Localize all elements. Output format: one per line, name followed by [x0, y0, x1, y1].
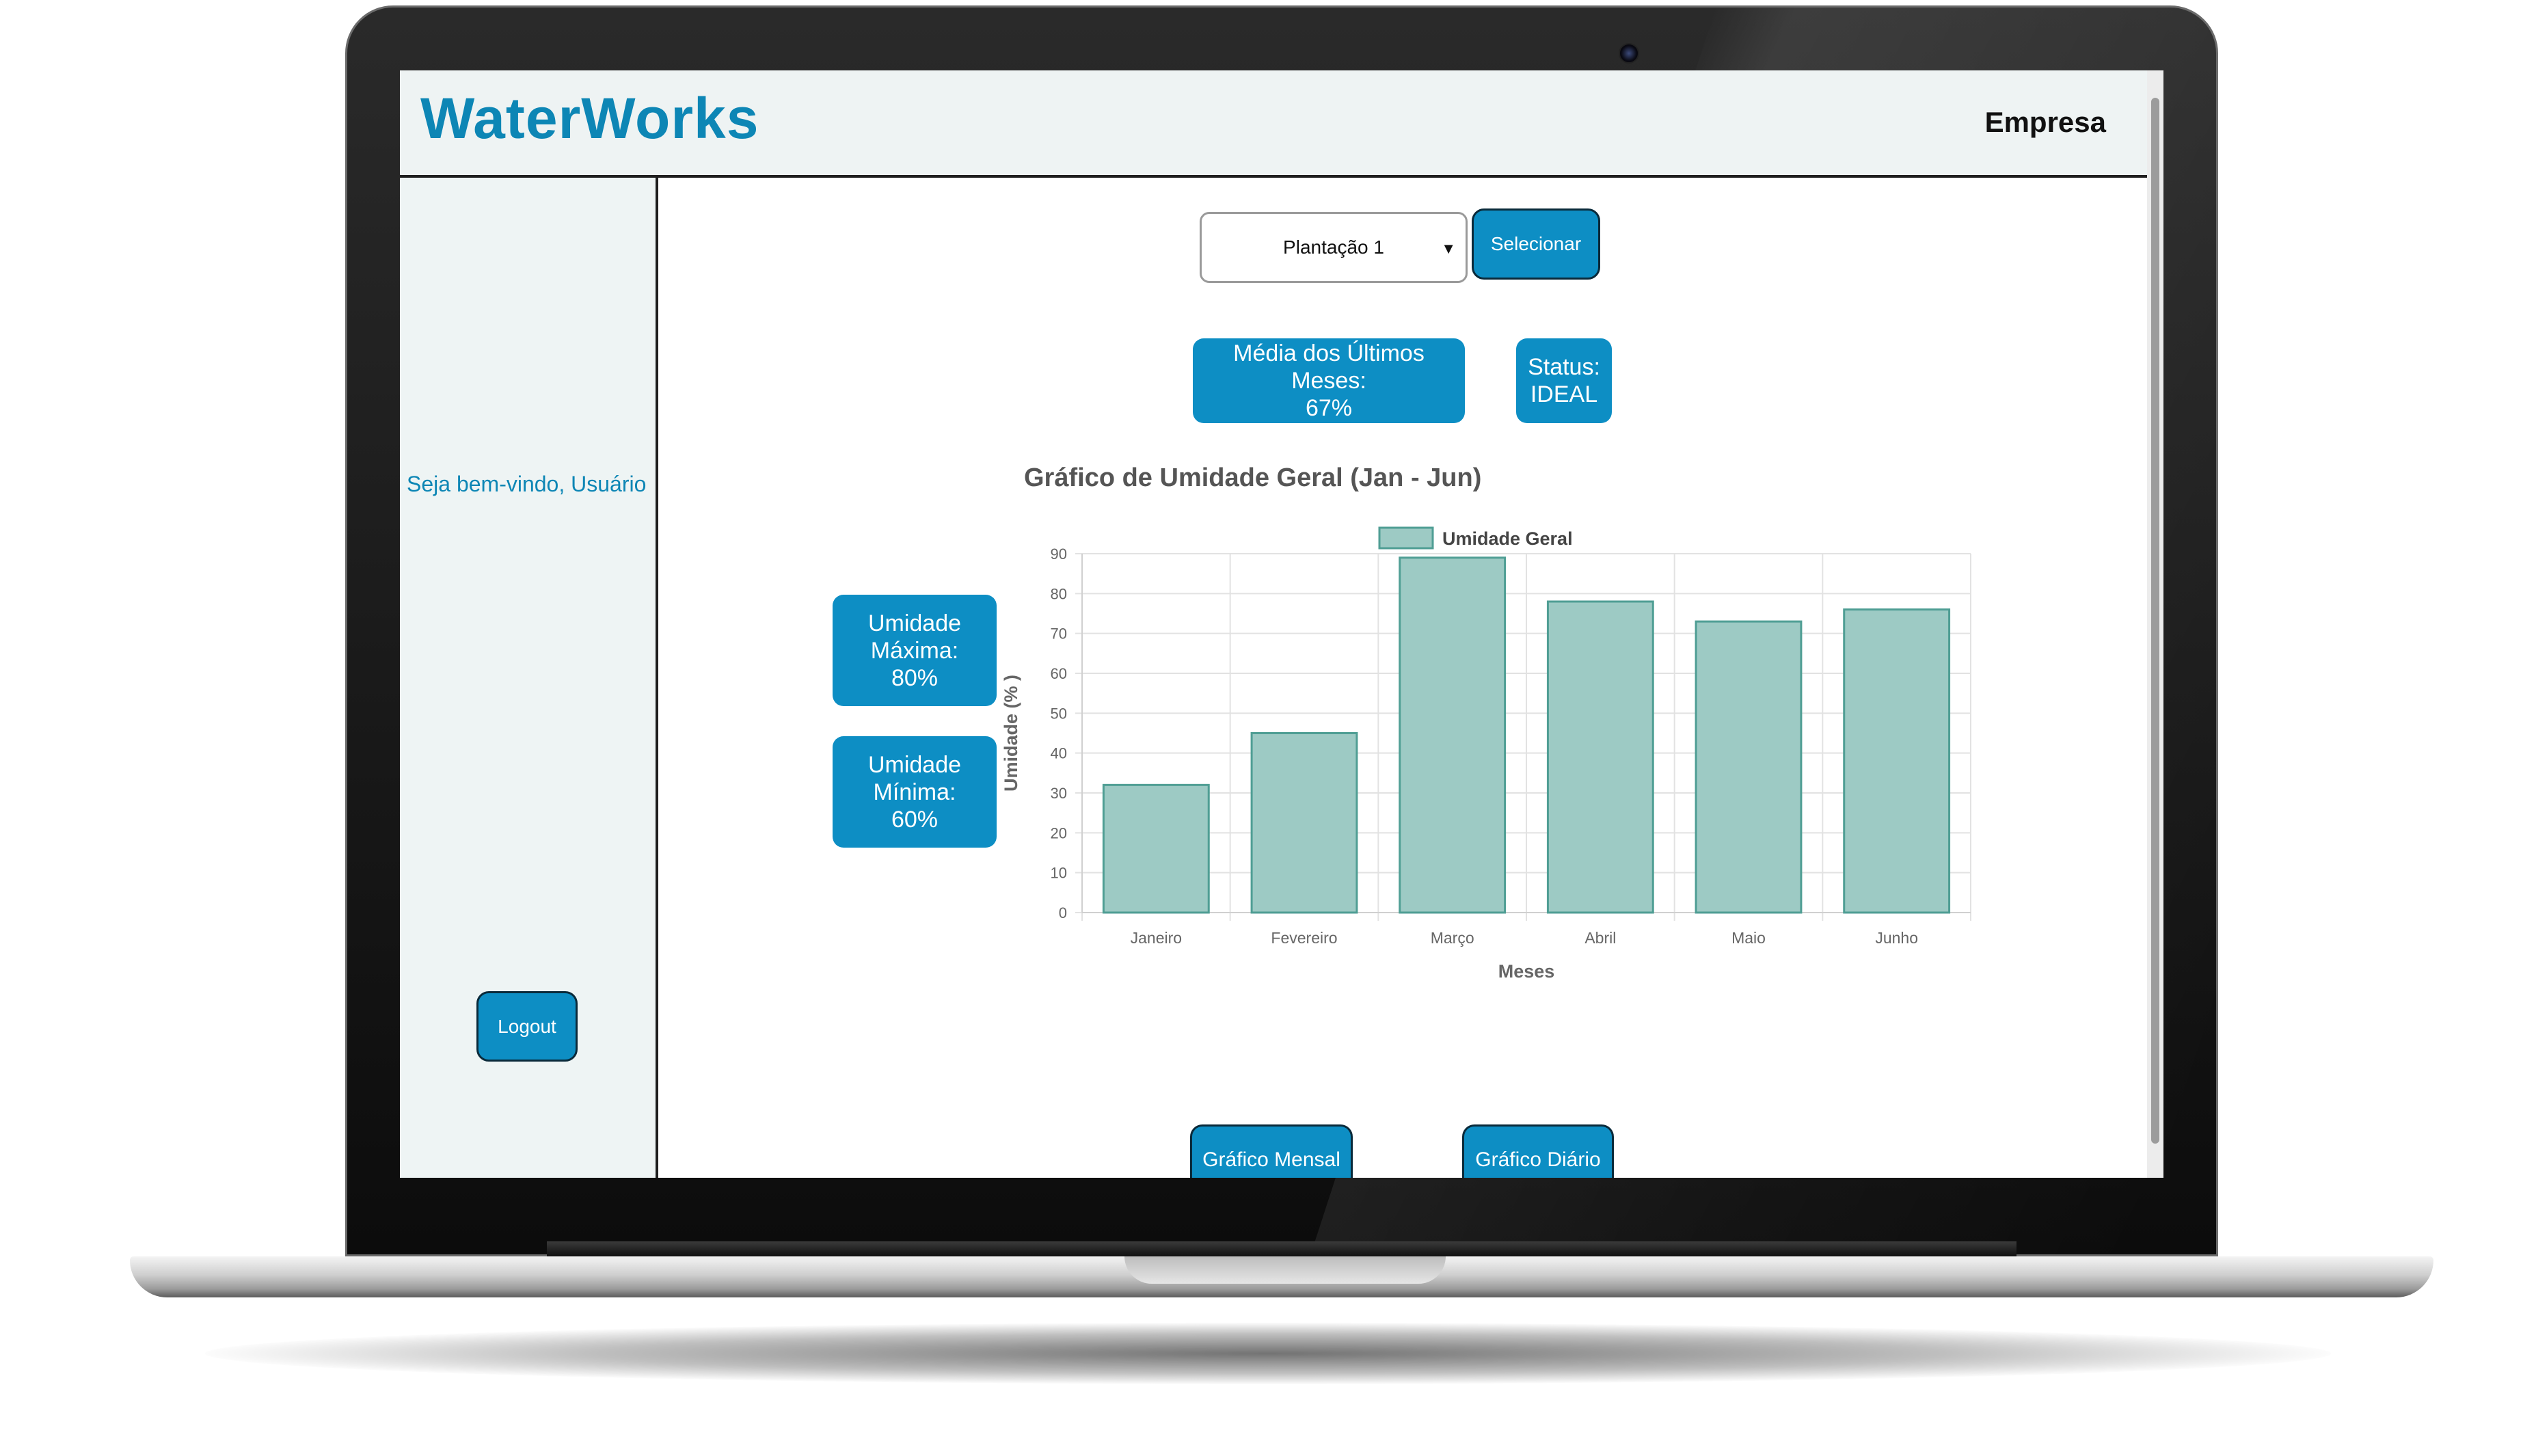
bar: [1843, 608, 1951, 914]
y-tick-label: 90: [1051, 545, 1067, 563]
min-humidity-label: Umidade Mínima:: [867, 751, 962, 805]
app-header: WaterWorks Empresa: [400, 70, 2147, 178]
welcome-text: Seja bem-vindo, Usuário: [407, 472, 647, 496]
daily-chart-button[interactable]: Gráfico Diário: [1462, 1124, 1614, 1178]
laptop-shadow: [205, 1323, 2331, 1384]
status-card: Status: IDEAL: [1516, 338, 1612, 423]
min-humidity-value: 60%: [891, 806, 939, 833]
chevron-down-icon: ▼: [1441, 240, 1456, 257]
x-tick-label: Abril: [1584, 929, 1616, 947]
y-tick-label: 80: [1051, 585, 1067, 602]
legend-label: Umidade Geral: [1442, 528, 1573, 549]
sidebar: Seja bem-vindo, Usuário Logout: [400, 178, 658, 1178]
brand-logo[interactable]: WaterWorks: [420, 86, 759, 150]
legend-swatch: [1378, 526, 1434, 550]
select-button[interactable]: Selecionar: [1472, 208, 1600, 280]
webcam-icon: [1619, 43, 1639, 64]
max-humidity-value: 80%: [891, 664, 939, 691]
plantation-select-value: Plantação 1: [1283, 237, 1384, 258]
bar: [1546, 600, 1654, 914]
y-tick-label: 30: [1051, 785, 1067, 802]
main-content: Plantação 1 ▼ Selecionar Média dos Últim…: [658, 178, 2147, 1178]
bar: [1695, 620, 1803, 914]
status-label: Status:: [1528, 354, 1600, 380]
x-axis-title: Meses: [1498, 961, 1555, 982]
y-tick-label: 70: [1051, 625, 1067, 643]
y-tick-label: 40: [1051, 745, 1067, 762]
scrollbar[interactable]: [2147, 70, 2163, 1178]
y-axis-title: Umidade (% ): [1001, 675, 1021, 792]
x-tick-label: Maio: [1731, 929, 1766, 947]
x-tick-label: Junho: [1875, 929, 1918, 947]
app-screen: WaterWorks Empresa Seja bem-vindo, Usuár…: [400, 70, 2163, 1178]
y-tick-label: 50: [1051, 705, 1067, 722]
max-humidity-label: Umidade Máxima:: [867, 610, 962, 664]
average-value: 67%: [1305, 395, 1353, 421]
y-tick-label: 60: [1051, 665, 1067, 682]
company-label[interactable]: Empresa: [1984, 106, 2106, 138]
plantation-select[interactable]: Plantação 1 ▼: [1200, 212, 1468, 283]
average-card: Média dos Últimos Meses: 67%: [1193, 338, 1465, 423]
laptop-hinge: [547, 1241, 2016, 1256]
bar: [1399, 556, 1507, 914]
chart-title: Gráfico de Umidade Geral (Jan - Jun): [1024, 463, 1482, 492]
min-humidity-card: Umidade Mínima: 60%: [833, 736, 997, 848]
monthly-chart-button[interactable]: Gráfico Mensal: [1190, 1124, 1353, 1178]
logout-button[interactable]: Logout: [476, 991, 578, 1062]
y-tick-label: 10: [1051, 865, 1067, 882]
y-tick-label: 0: [1059, 904, 1067, 921]
status-value: IDEAL: [1530, 381, 1598, 407]
x-tick-label: Março: [1431, 929, 1474, 947]
x-tick-label: Fevereiro: [1271, 929, 1337, 947]
bar: [1250, 732, 1358, 914]
humidity-bar-chart: 0 10 20 30 40 50 60 70 80 90 Janeiro Fevereiro Março…: [1001, 526, 1971, 982]
scrollbar-thumb[interactable]: [2151, 98, 2159, 1144]
bar: [1102, 783, 1210, 914]
x-tick-label: Janeiro: [1131, 929, 1182, 947]
laptop-base-notch: [1124, 1256, 1446, 1284]
average-label: Média dos Últimos Meses:: [1233, 340, 1425, 394]
max-humidity-card: Umidade Máxima: 80%: [833, 595, 997, 706]
y-tick-label: 20: [1051, 824, 1067, 841]
